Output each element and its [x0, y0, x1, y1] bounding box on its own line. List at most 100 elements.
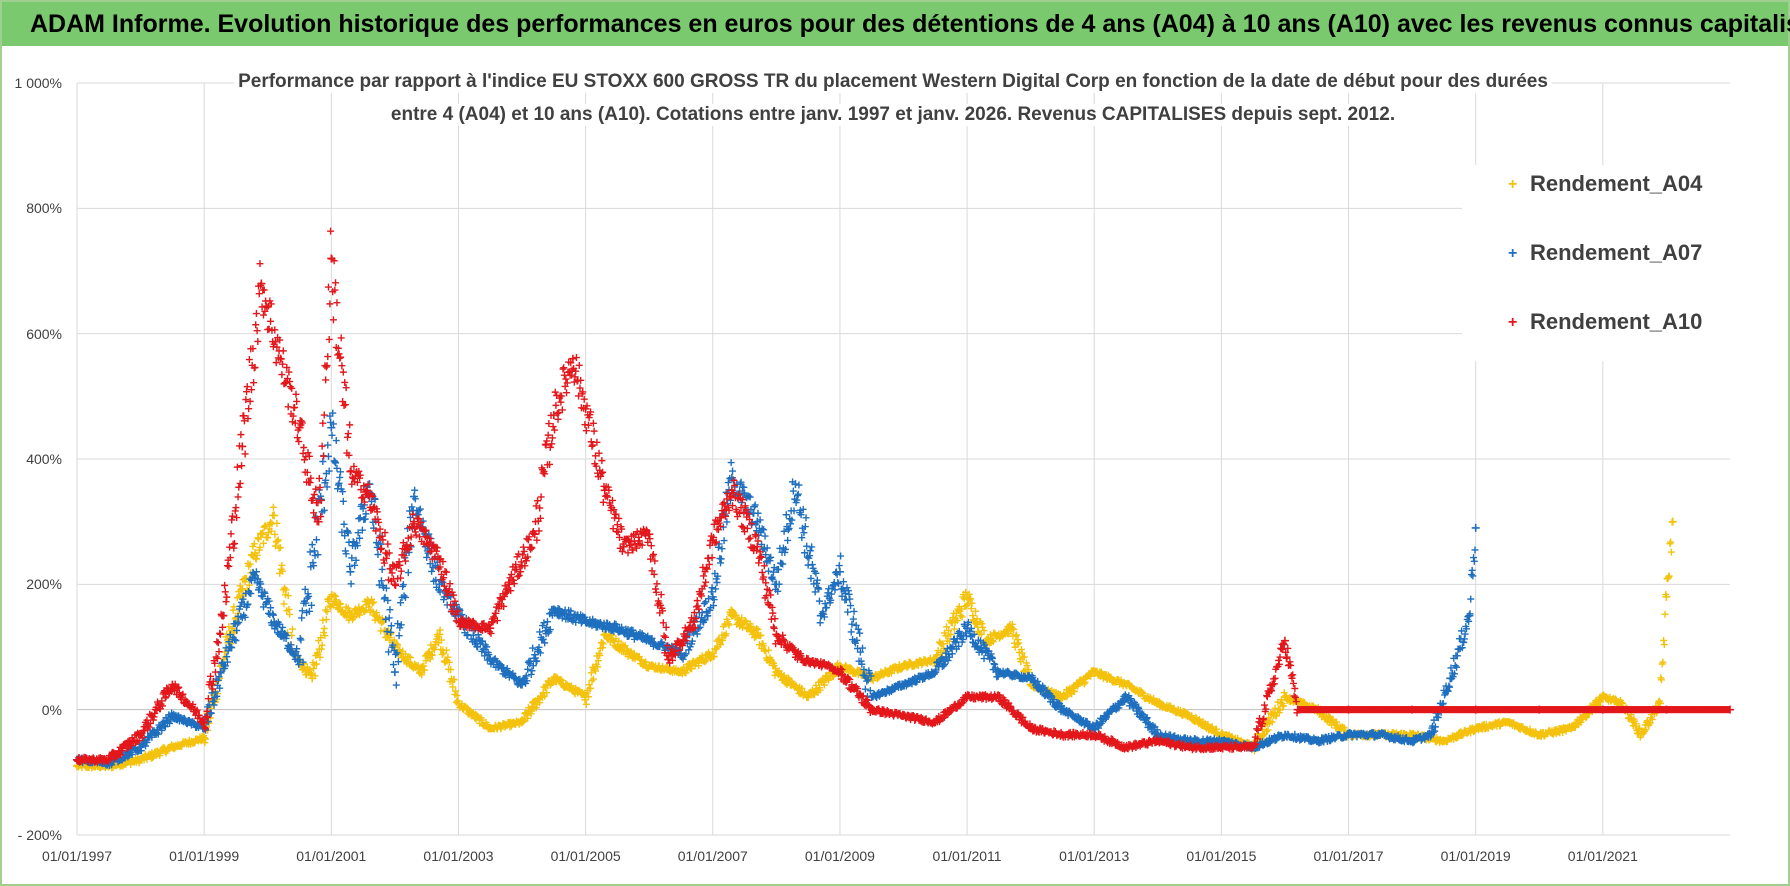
data-point: [478, 716, 486, 724]
data-point: [861, 685, 869, 693]
data-point: [390, 668, 399, 677]
data-point: [615, 637, 623, 645]
data-point: [990, 660, 998, 668]
data-point: [397, 599, 405, 607]
data-point: [269, 511, 277, 519]
data-point: [238, 462, 246, 470]
data-point: [225, 562, 233, 570]
data-point: [722, 630, 730, 638]
data-point: [581, 696, 589, 704]
data-point: [702, 656, 710, 664]
data-point: [250, 379, 258, 387]
data-point: [368, 599, 376, 607]
data-point: [313, 649, 321, 657]
data-point: [292, 390, 300, 398]
data-point: [541, 692, 549, 700]
data-point: [596, 651, 604, 659]
data-point: [312, 536, 320, 544]
data-point: [741, 617, 749, 625]
data-point: [306, 479, 314, 487]
data-point: [222, 598, 230, 606]
data-point: [324, 353, 332, 361]
data-point: [682, 669, 690, 677]
data-point: [267, 317, 275, 325]
data-point: [385, 648, 393, 656]
data-point: [837, 552, 845, 560]
data-point: [405, 653, 413, 661]
data-point: [384, 540, 392, 548]
data-point: [528, 667, 536, 675]
data-point: [332, 279, 340, 287]
data-point: [418, 671, 426, 679]
data-point: [230, 544, 238, 552]
data-point: [732, 612, 740, 620]
data-point: [708, 584, 716, 592]
data-point: [250, 540, 258, 548]
data-point: [434, 633, 442, 641]
data-point: [594, 657, 602, 665]
data-point: [411, 486, 419, 494]
data-point: [701, 658, 709, 666]
data-point: [284, 403, 292, 411]
data-point: [338, 362, 346, 370]
data-point: [253, 551, 261, 559]
data-point: [835, 562, 843, 570]
data-point: [320, 629, 328, 637]
data-point: [449, 683, 457, 691]
data-point: [447, 666, 455, 674]
data-point: [291, 403, 299, 411]
data-point: [223, 593, 231, 601]
data-point: [346, 562, 354, 570]
data-point: [227, 530, 235, 538]
data-point: [582, 700, 590, 708]
data-point: [346, 421, 354, 429]
data-point: [252, 310, 260, 318]
data-point: [589, 675, 597, 683]
data-point: [636, 656, 644, 664]
data-point: [1666, 540, 1674, 548]
data-point: [529, 644, 537, 652]
data-point: [233, 463, 241, 471]
data-point: [336, 473, 344, 481]
data-point: [844, 608, 852, 616]
data-point: [297, 636, 305, 644]
data-point: [562, 375, 570, 383]
data-point: [527, 670, 535, 678]
data-point: [356, 514, 364, 522]
data-point: [635, 653, 643, 661]
data-point: [216, 629, 224, 637]
data-point: [327, 227, 335, 235]
data-point: [311, 672, 319, 680]
data-point: [221, 588, 229, 596]
data-point: [1470, 557, 1478, 565]
data-point: [340, 520, 348, 528]
data-point: [344, 604, 352, 612]
data-point: [323, 608, 331, 616]
data-point: [280, 600, 288, 608]
data-point: [782, 511, 790, 519]
data-point: [559, 365, 567, 373]
data-point: [760, 642, 768, 650]
data-point: [223, 630, 231, 638]
data-point: [420, 662, 428, 670]
data-point: [231, 540, 239, 548]
data-point: [795, 481, 803, 489]
data-point: [237, 431, 245, 439]
data-point: [406, 654, 414, 662]
data-point: [717, 559, 725, 567]
data-point: [520, 716, 528, 724]
data-point: [254, 337, 262, 345]
data-point: [246, 560, 254, 568]
data-point: [395, 632, 403, 640]
data-point: [392, 582, 400, 590]
data-point: [753, 625, 761, 633]
data-point: [274, 536, 282, 544]
data-point: [322, 616, 330, 624]
data-point: [346, 567, 355, 576]
data-point: [584, 693, 592, 701]
data-point: [536, 699, 544, 707]
data-point: [506, 723, 514, 731]
data-point: [588, 677, 596, 685]
data-point: [300, 444, 308, 452]
data-point: [539, 469, 547, 477]
